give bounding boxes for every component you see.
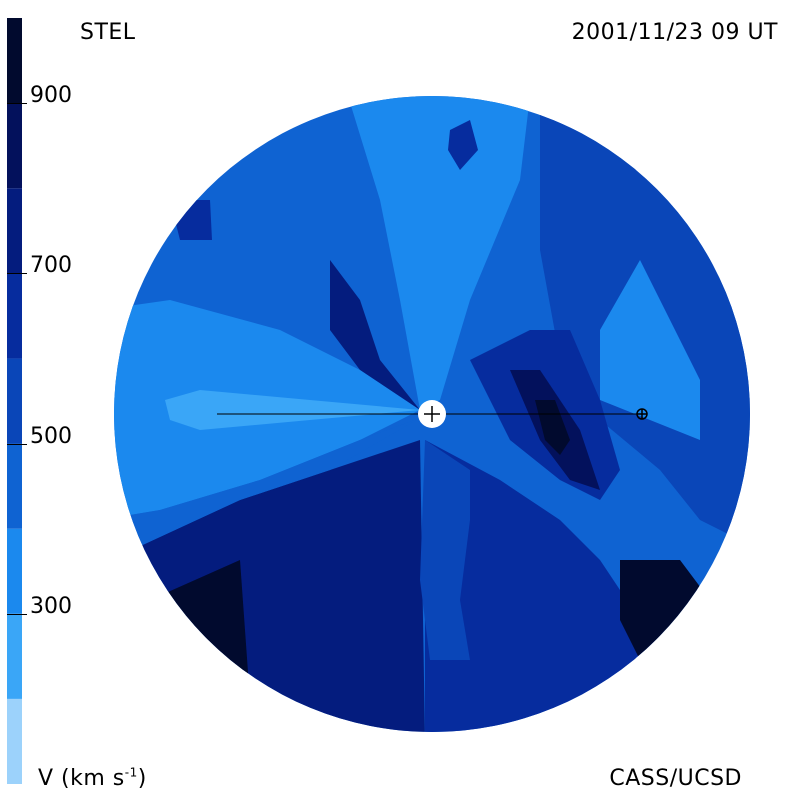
colorbar-tick-label-700: 700 bbox=[30, 253, 72, 278]
colorbar-level-400 bbox=[7, 443, 22, 529]
colorbar-tick-label-900: 900 bbox=[30, 83, 72, 108]
colorbar-tick-900 bbox=[7, 103, 27, 104]
west-light-region bbox=[600, 260, 700, 440]
colorbar-level-200 bbox=[7, 613, 22, 699]
colorbar-tick-label-500: 500 bbox=[30, 424, 72, 449]
east-outer-band bbox=[114, 418, 420, 560]
timestamp-label: 2001/11/23 09 UT bbox=[571, 20, 778, 45]
unit-suffix: ) bbox=[137, 766, 147, 791]
unit-exponent: -1 bbox=[124, 765, 138, 780]
north-wedge-region bbox=[330, 260, 420, 410]
colorbar-unit-label: V (km s-1) bbox=[38, 765, 147, 791]
colorbar-level-700 bbox=[7, 188, 22, 274]
colorbar-level-300 bbox=[7, 528, 22, 614]
chart-title: STEL bbox=[80, 20, 136, 45]
colorbar-tick-500 bbox=[7, 444, 27, 445]
colorbar-tick-700 bbox=[7, 273, 27, 274]
colorbar-level-800 bbox=[7, 103, 22, 189]
colorbar-level-900 bbox=[7, 18, 22, 104]
unit-prefix: V (km s bbox=[38, 766, 125, 791]
colorbar bbox=[7, 18, 22, 784]
south-stream-region bbox=[420, 440, 470, 660]
colorbar-level-600 bbox=[7, 273, 22, 359]
colorbar-tick-300 bbox=[7, 614, 27, 615]
north-dark-patch bbox=[448, 120, 478, 170]
colorbar-level-500 bbox=[7, 358, 22, 444]
credit-label: CASS/UCSD bbox=[609, 766, 742, 791]
east-core-region bbox=[165, 390, 420, 430]
north-stream-region bbox=[348, 96, 530, 410]
earth-icon bbox=[636, 408, 648, 420]
far-south-west-pocket bbox=[150, 560, 250, 732]
colorbar-tick-label-300: 300 bbox=[30, 594, 72, 619]
colorbar-level-100 bbox=[7, 698, 22, 784]
